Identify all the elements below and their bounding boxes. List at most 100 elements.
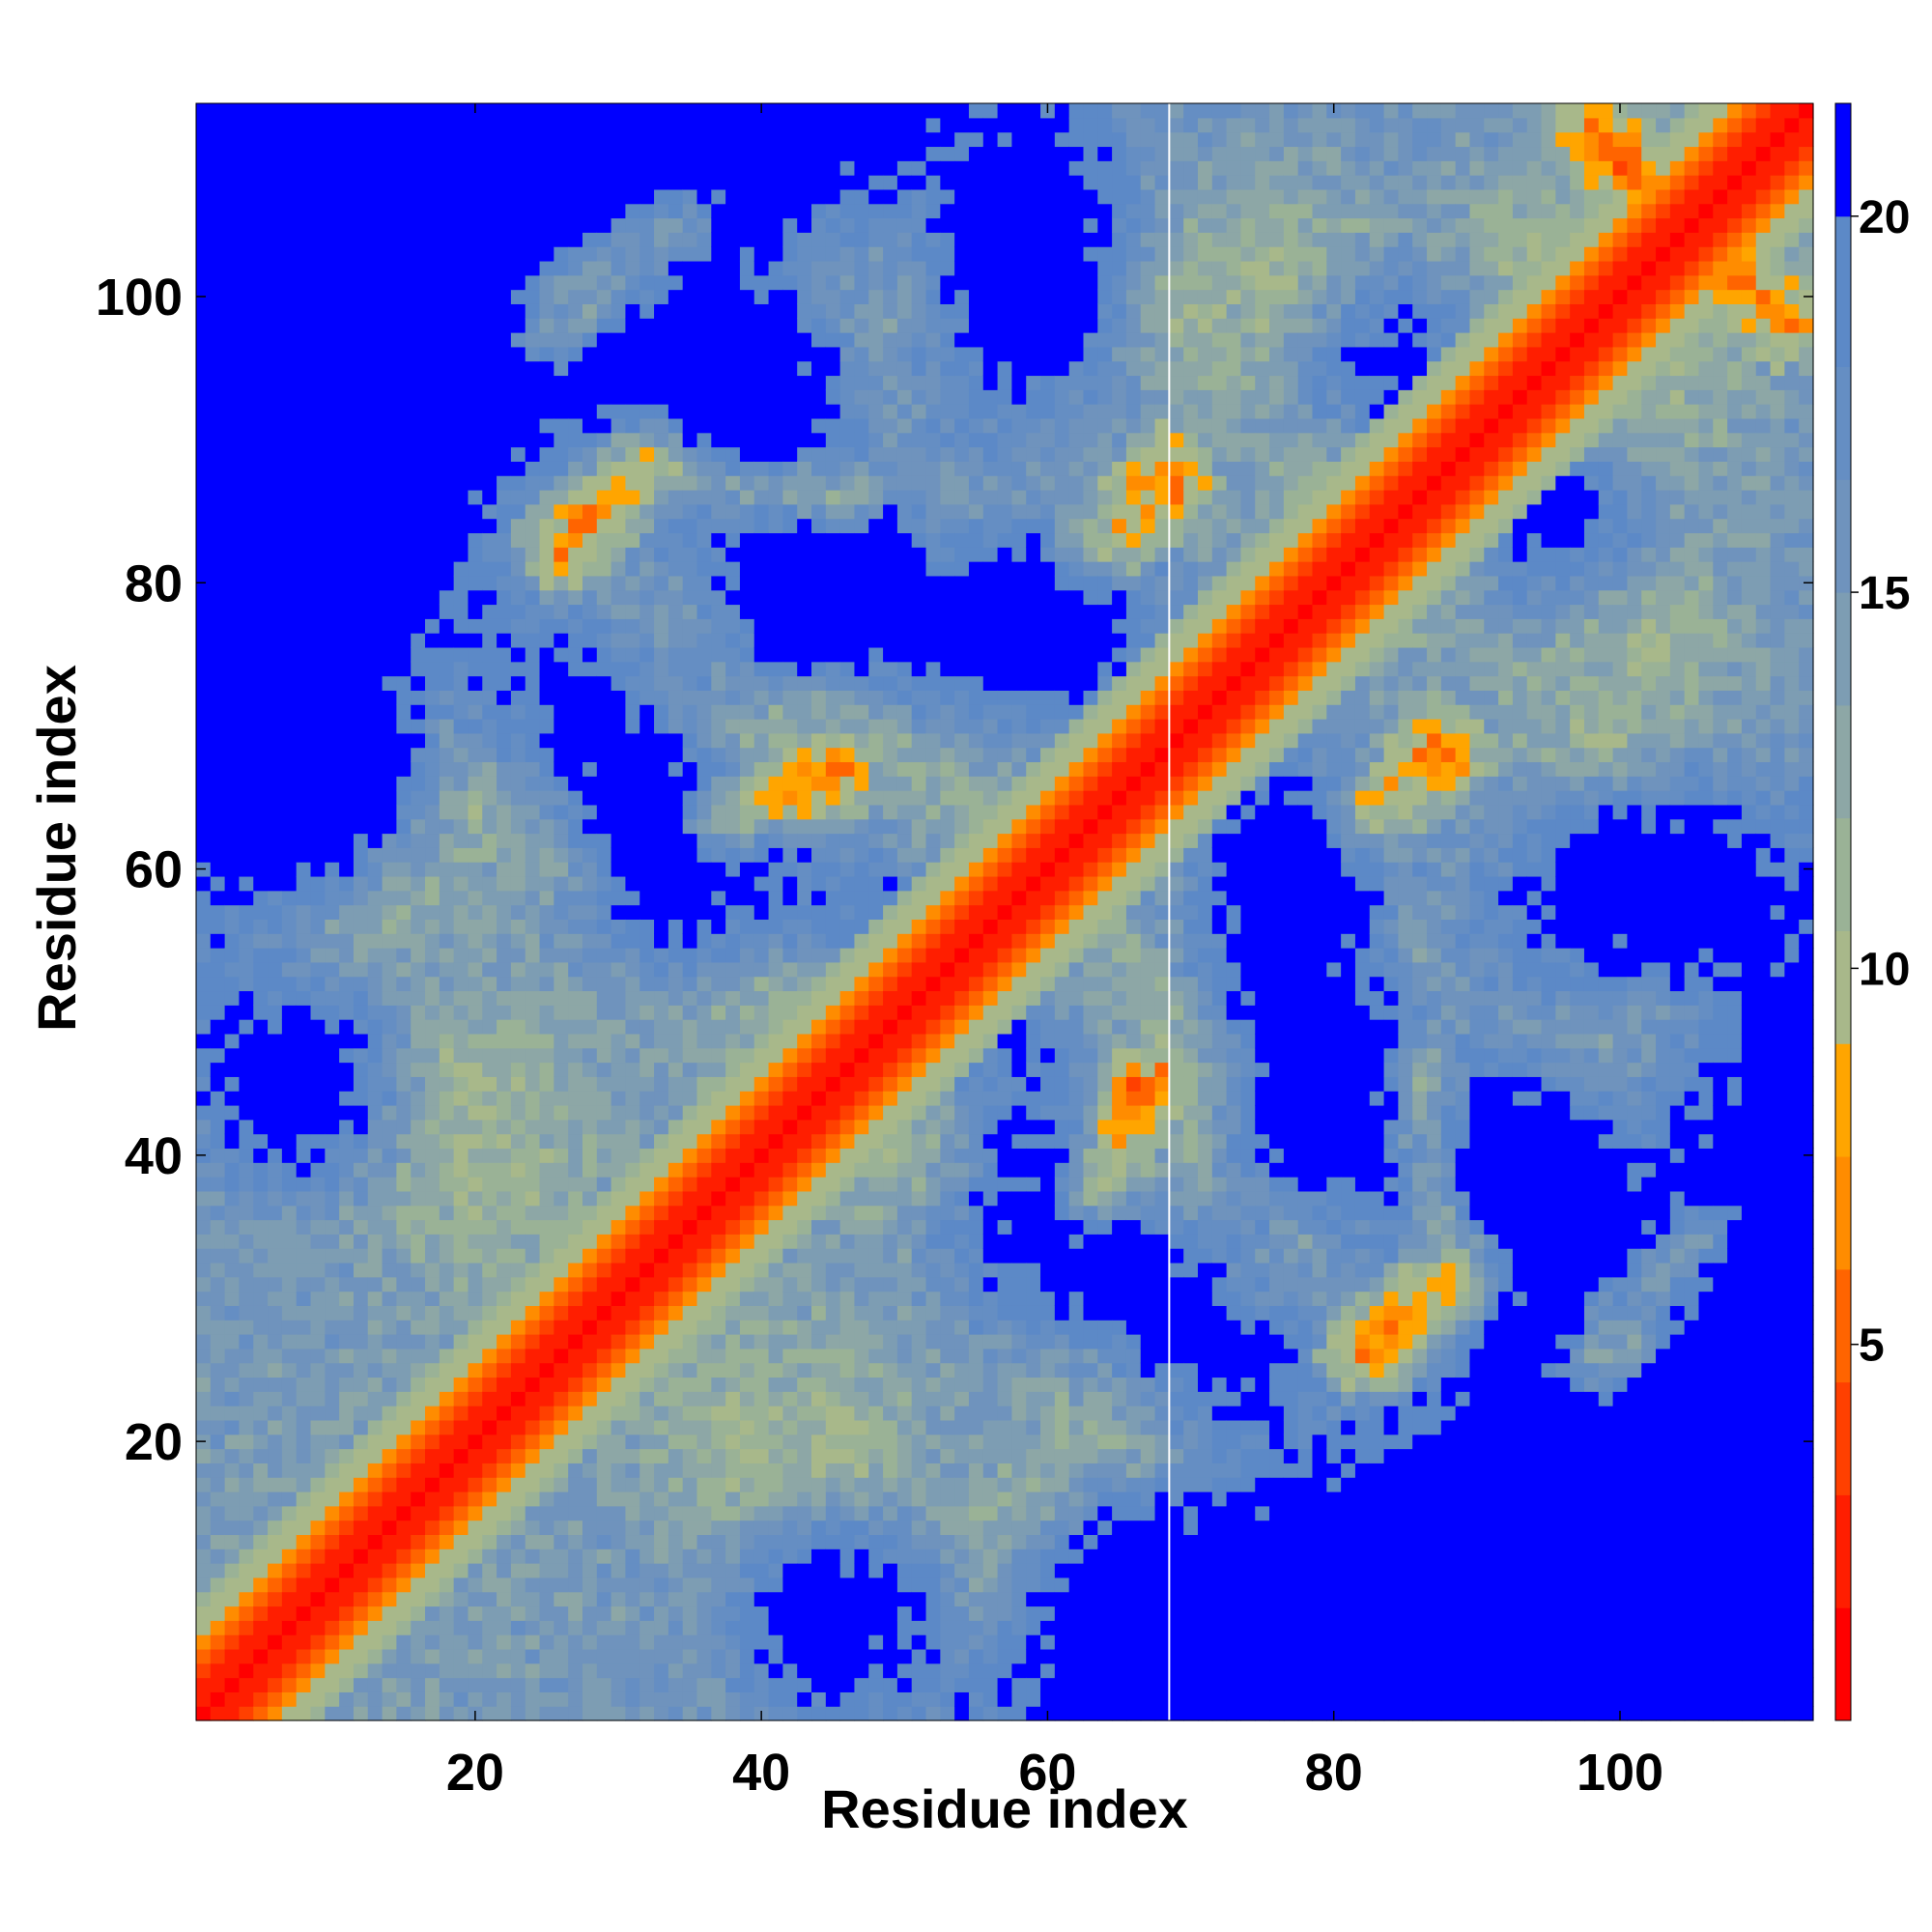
heatmap-cell <box>611 146 627 161</box>
heatmap-cell <box>611 1219 627 1235</box>
heatmap-cell <box>782 1047 798 1064</box>
heatmap-cell <box>325 1305 340 1321</box>
heatmap-cell <box>281 1691 298 1707</box>
heatmap-cell <box>768 776 783 791</box>
heatmap-cell <box>239 1548 254 1564</box>
heatmap-cell <box>196 1448 212 1463</box>
heatmap-cell <box>696 346 712 362</box>
heatmap-cell <box>196 203 212 219</box>
heatmap-cell <box>625 1219 640 1235</box>
heatmap-cell <box>425 1148 440 1163</box>
heatmap-cell <box>281 1019 298 1035</box>
heatmap-cell <box>497 103 512 119</box>
heatmap-cell <box>639 375 655 390</box>
heatmap-cell <box>682 303 698 319</box>
heatmap-cell <box>497 489 512 505</box>
heatmap-cell <box>625 862 640 877</box>
heatmap-cell <box>497 217 512 233</box>
heatmap-cell <box>411 575 426 591</box>
heatmap-cell <box>382 890 397 906</box>
heatmap-cell <box>582 1276 598 1293</box>
heatmap-cell <box>482 1262 497 1278</box>
heatmap-cell <box>596 1104 612 1121</box>
heatmap-cell <box>325 1391 340 1406</box>
heatmap-cell <box>753 862 770 877</box>
heatmap-cell <box>625 1434 640 1450</box>
heatmap-cell <box>596 1534 612 1549</box>
heatmap-cell <box>453 1276 469 1293</box>
heatmap-cell <box>497 289 512 304</box>
heatmap-cell <box>497 1190 512 1207</box>
heatmap-cell <box>582 633 598 648</box>
heatmap-cell <box>654 1448 669 1463</box>
heatmap-cell <box>425 432 440 448</box>
heatmap-cell <box>268 633 283 648</box>
heatmap-cell <box>268 575 283 591</box>
heatmap-cell <box>439 461 455 476</box>
heatmap-cell <box>611 661 627 677</box>
heatmap-cell <box>411 1377 426 1392</box>
heatmap-cell <box>296 633 312 648</box>
heatmap-cell <box>497 1148 512 1163</box>
heatmap-cell <box>639 804 655 820</box>
heatmap-cell <box>668 961 684 978</box>
heatmap-cell <box>253 976 269 992</box>
heatmap-cell <box>224 203 241 219</box>
heatmap-cell <box>696 604 712 619</box>
heatmap-cell <box>654 188 669 205</box>
heatmap-cell <box>296 1177 312 1192</box>
heatmap-cell <box>539 1691 554 1707</box>
heatmap-cell <box>310 260 326 276</box>
heatmap-cell <box>682 933 698 949</box>
heatmap-cell <box>782 346 798 362</box>
heatmap-cell <box>739 690 755 705</box>
heatmap-cell <box>654 1062 669 1077</box>
heatmap-cell <box>568 976 583 992</box>
heatmap-cell <box>382 446 397 462</box>
heatmap-cell <box>325 518 340 534</box>
heatmap-cell <box>696 547 712 562</box>
heatmap-cell <box>497 604 512 619</box>
heatmap-cell <box>510 1548 526 1564</box>
heatmap-cell <box>439 818 455 835</box>
heatmap-cell <box>539 1463 554 1478</box>
heatmap-cell <box>682 260 698 276</box>
heatmap-cell <box>510 260 526 276</box>
heatmap-cell <box>811 246 827 262</box>
heatmap-cell <box>682 704 698 720</box>
heatmap-cell <box>482 1662 497 1679</box>
heatmap-cell <box>725 1677 741 1692</box>
heatmap-cell <box>711 1104 726 1121</box>
heatmap-cell <box>596 1406 612 1421</box>
heatmap-cell <box>811 776 827 791</box>
heatmap-cell <box>596 1448 612 1463</box>
heatmap-cell <box>782 1348 798 1364</box>
heatmap-cell <box>453 1591 469 1607</box>
heatmap-cell <box>696 1234 712 1249</box>
heatmap-cell <box>539 875 554 892</box>
heatmap-cell <box>811 1234 827 1249</box>
heatmap-cell <box>525 1434 541 1450</box>
heatmap-cell <box>367 933 384 949</box>
heatmap-cell <box>439 704 455 720</box>
heatmap-cell <box>525 1148 541 1163</box>
heatmap-cell <box>797 875 812 892</box>
heatmap-cell <box>339 274 355 291</box>
heatmap-cell <box>611 432 627 448</box>
heatmap-cell <box>739 1119 755 1135</box>
heatmap-cell <box>682 1291 698 1306</box>
heatmap-cell <box>325 1563 340 1578</box>
heatmap-cell <box>268 589 283 606</box>
heatmap-cell <box>253 690 269 705</box>
heatmap-cell <box>224 1133 241 1150</box>
heatmap-cell <box>339 732 355 749</box>
heatmap-cell <box>482 790 497 806</box>
heatmap-cell <box>396 346 412 362</box>
heatmap-cell <box>281 1062 298 1077</box>
heatmap-cell <box>482 260 497 276</box>
heatmap-cell <box>782 1177 798 1192</box>
heatmap-cell <box>753 217 770 233</box>
heatmap-cell <box>711 1334 726 1350</box>
heatmap-cell <box>439 1133 455 1150</box>
heatmap-cell <box>497 719 512 734</box>
